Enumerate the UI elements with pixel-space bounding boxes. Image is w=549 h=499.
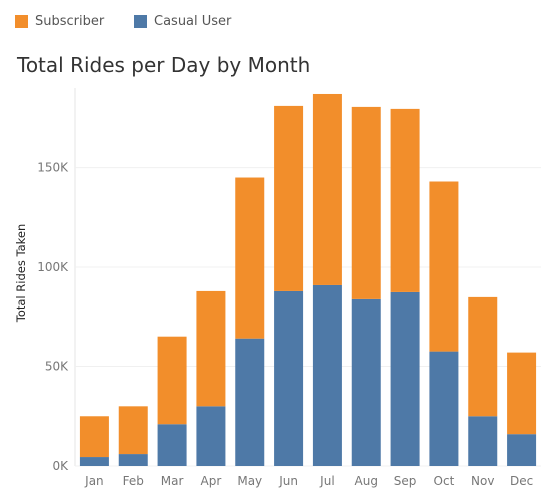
y-tick-label: 0K — [52, 459, 69, 473]
x-tick-label: Apr — [201, 474, 222, 488]
x-tick-label: Nov — [471, 474, 494, 488]
bar-subscriber-jan[interactable] — [79, 416, 109, 458]
bar-casual-user-dec[interactable] — [507, 434, 537, 466]
bar-subscriber-apr[interactable] — [196, 290, 226, 407]
chart-title: Total Rides per Day by Month — [17, 53, 311, 77]
bar-subscriber-oct[interactable] — [429, 181, 459, 352]
x-tick-label: Sep — [394, 474, 417, 488]
y-tick-label: 50K — [45, 360, 69, 374]
x-tick-label: Feb — [123, 474, 144, 488]
axis-layer: 0K 50K 100K 150K Jan Feb Mar Apr May Jun Jul Aug Sep… — [37, 161, 533, 488]
bars-layer — [79, 93, 537, 466]
bar-subscriber-mar[interactable] — [157, 336, 187, 425]
bar-casual-user-jun[interactable] — [274, 290, 304, 466]
grid-layer — [74, 88, 541, 467]
x-tick-label: Jan — [84, 474, 104, 488]
legend-label-subscriber: Subscriber — [35, 14, 105, 29]
bar-casual-user-mar[interactable] — [157, 424, 187, 466]
bar-subscriber-aug[interactable] — [351, 106, 381, 299]
bar-subscriber-nov[interactable] — [468, 296, 498, 417]
x-tick-label: Jun — [278, 474, 298, 488]
bar-subscriber-jul[interactable] — [312, 93, 342, 285]
bar-casual-user-jul[interactable] — [312, 284, 342, 466]
bar-casual-user-apr[interactable] — [196, 406, 226, 466]
bar-casual-user-aug[interactable] — [351, 298, 381, 466]
bar-subscriber-sep[interactable] — [390, 108, 420, 292]
bar-casual-user-may[interactable] — [235, 338, 265, 466]
legend-swatch-subscriber — [15, 15, 28, 28]
legend-swatch-casual-user — [134, 15, 147, 28]
x-tick-label: Dec — [510, 474, 533, 488]
legend-label-casual-user: Casual User — [154, 14, 232, 29]
bar-casual-user-sep[interactable] — [390, 291, 420, 466]
x-tick-label: Oct — [434, 474, 455, 488]
y-tick-label: 100K — [37, 260, 69, 274]
bar-casual-user-oct[interactable] — [429, 351, 459, 466]
bar-subscriber-dec[interactable] — [507, 352, 537, 435]
bar-subscriber-may[interactable] — [235, 177, 265, 339]
x-tick-label: Aug — [355, 474, 378, 488]
bar-subscriber-feb[interactable] — [118, 406, 148, 455]
y-tick-label: 150K — [37, 161, 69, 175]
x-tick-label: May — [237, 474, 262, 488]
x-tick-label: Mar — [161, 474, 184, 488]
bar-casual-user-nov[interactable] — [468, 416, 498, 466]
bar-subscriber-jun[interactable] — [274, 105, 304, 291]
bar-casual-user-feb[interactable] — [118, 454, 148, 466]
x-tick-label: Jul — [319, 474, 334, 488]
bar-casual-user-jan[interactable] — [79, 457, 109, 466]
